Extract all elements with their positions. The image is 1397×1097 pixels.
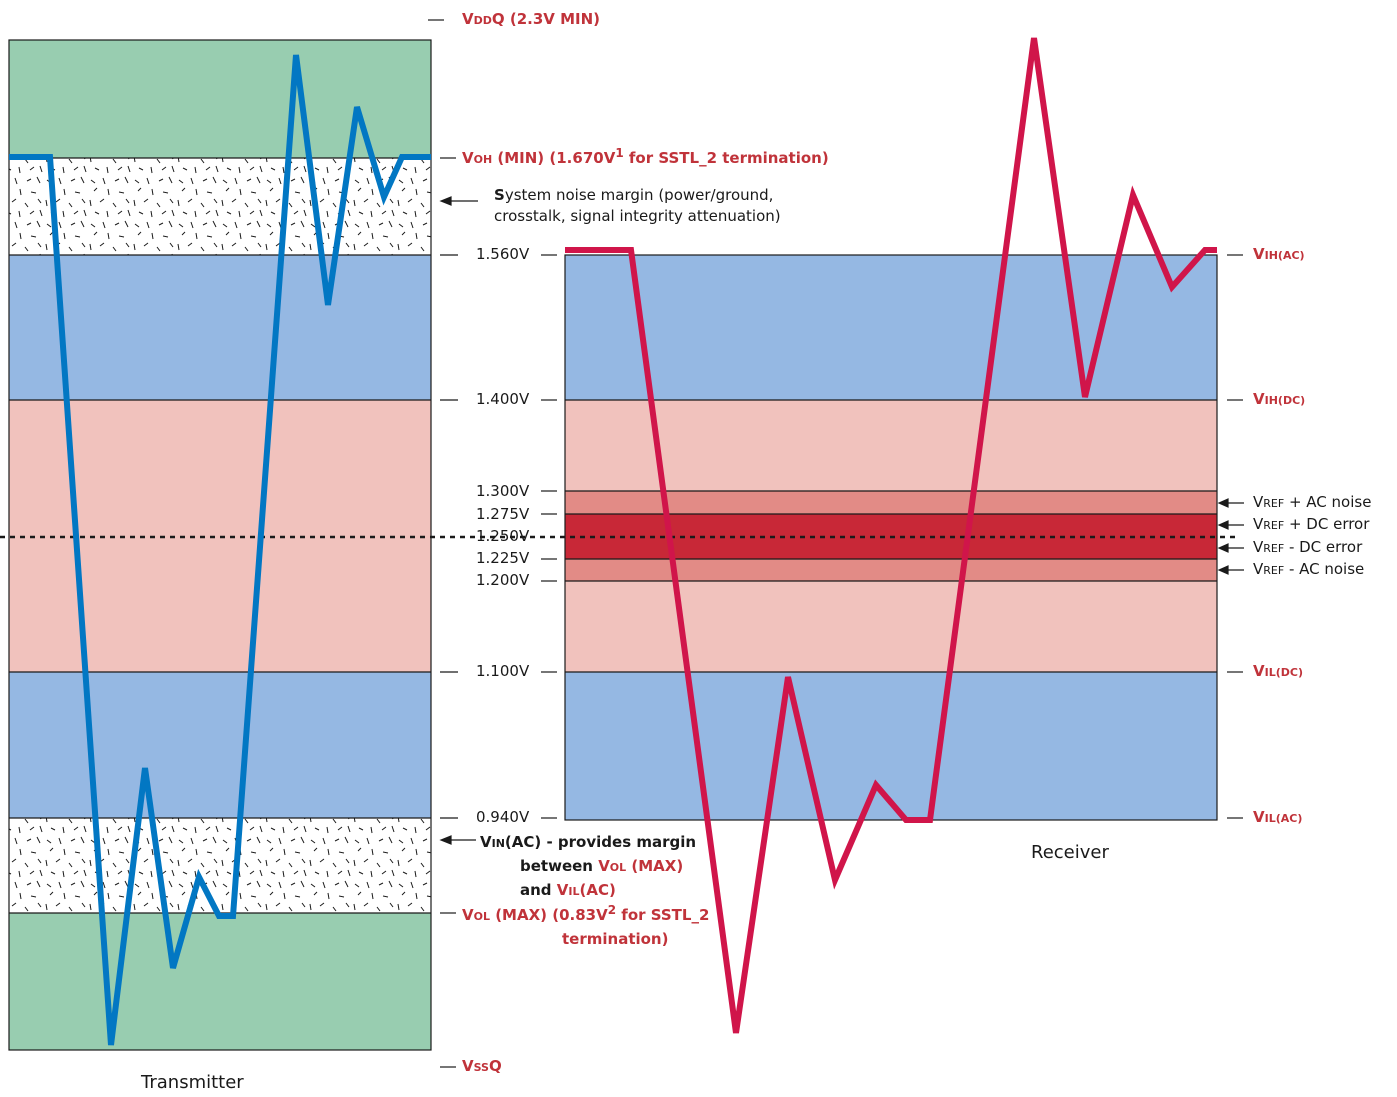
transmitter-waveform <box>9 54 431 1046</box>
vil-dc-label: VIL(DC) <box>1253 662 1303 680</box>
receiver-waveform <box>565 37 1217 1034</box>
voltage-label-1400: 1.400V <box>476 390 530 408</box>
vref-ac-noise-plus-label: VREF + AC noise <box>1253 493 1372 511</box>
voltage-label-1560: 1.560V <box>476 245 530 263</box>
rx-blue-bottom <box>565 672 1217 820</box>
voh-label: VOH (MIN) (1.670V1 for SSTL_2 terminatio… <box>462 146 829 167</box>
vin-ac-margin-label: VIN(AC) - provides margin between VOL (M… <box>480 833 697 899</box>
transmitter-panel <box>8 39 432 1051</box>
voltage-label-1225: 1.225V <box>476 549 530 567</box>
transmitter-caption: Transmitter <box>141 1072 244 1093</box>
tx-blue-top <box>9 255 431 400</box>
vssq-label: VSSQ <box>462 1057 502 1075</box>
voltage-label-1250: 1.250V <box>476 527 530 545</box>
vref-dc-error-minus-label: VREF - DC error <box>1253 538 1363 556</box>
tx-blue-bottom <box>9 672 431 818</box>
vol-label: VOL (MAX) (0.83V2 for SSTL_2 termination… <box>462 903 710 948</box>
vil-ac-label: VIL(AC) <box>1253 808 1303 826</box>
vref-ac-noise-minus-label: VREF - AC noise <box>1253 560 1365 578</box>
vih-ac-label: VIH(AC) <box>1253 245 1305 263</box>
vih-dc-label: VIH(DC) <box>1253 390 1306 408</box>
tx-noise-bottom-hatch <box>9 818 431 913</box>
voltage-label-1200: 1.200V <box>476 571 530 589</box>
tx-noise-top-hatch <box>9 158 431 255</box>
voltage-label-1275: 1.275V <box>476 505 530 523</box>
vref-dc-error-plus-label: VREF + DC error <box>1253 515 1370 533</box>
voltage-label-0940: 0.940V <box>476 808 530 826</box>
voltage-ticks <box>428 19 1243 1068</box>
voltage-label-1300: 1.300V <box>476 482 530 500</box>
tx-green-top <box>9 40 431 158</box>
vddq-label: VDDQ (2.3V MIN) <box>462 10 601 28</box>
tx-green-bottom <box>9 913 431 1050</box>
rx-blue-top <box>565 255 1217 400</box>
system-noise-margin-label: System noise margin (power/ground, cross… <box>494 186 781 225</box>
arrows <box>439 196 1244 845</box>
voltage-label-1100: 1.100V <box>476 662 530 680</box>
receiver-caption: Receiver <box>1031 842 1109 863</box>
